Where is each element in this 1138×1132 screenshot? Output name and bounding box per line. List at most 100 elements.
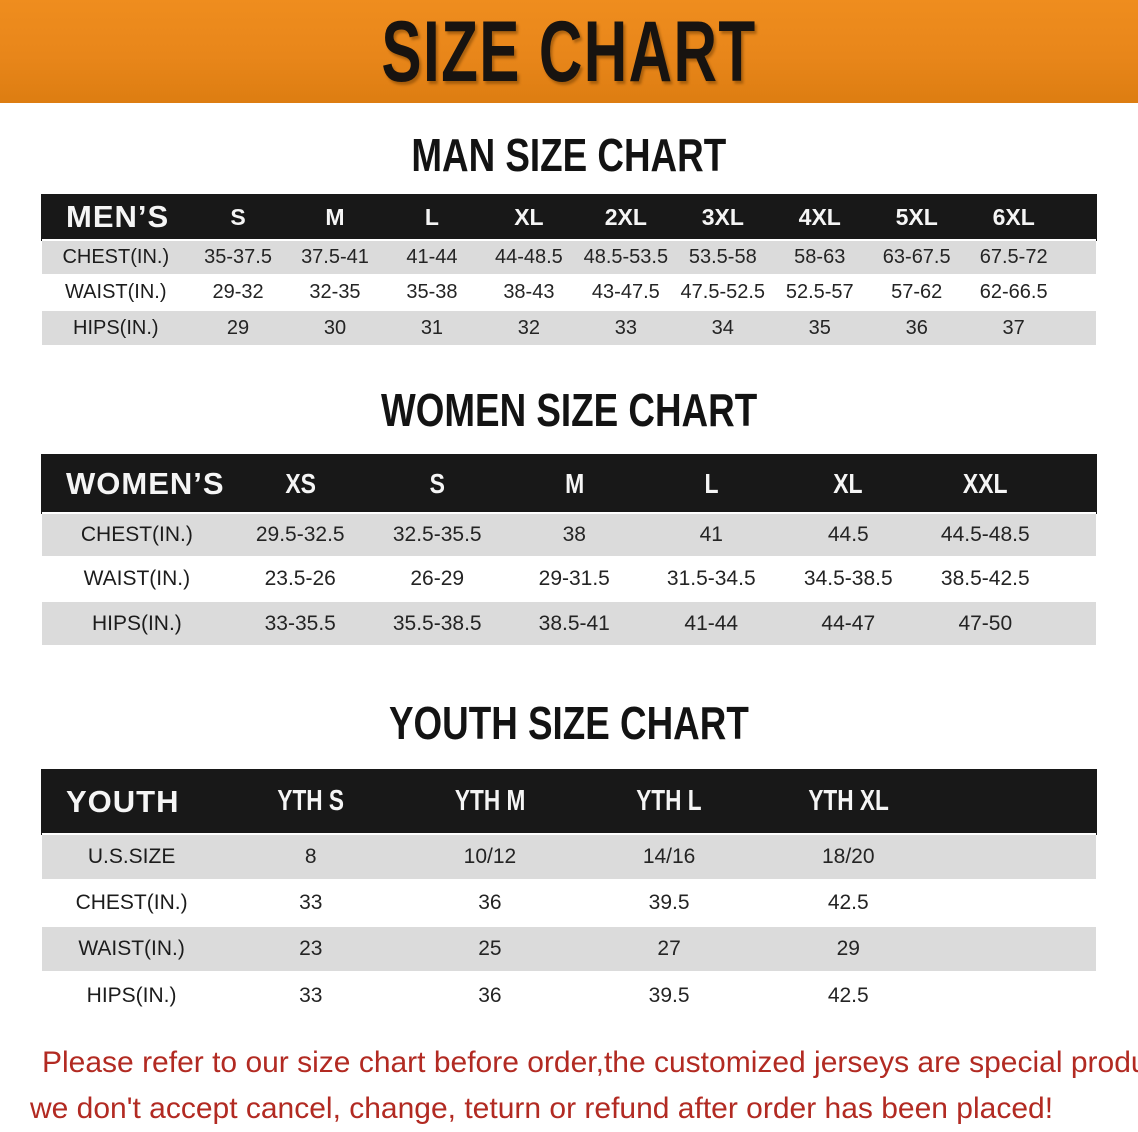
- size-value: 36: [478, 983, 502, 1007]
- men-section-heading: MAN SIZE CHART: [0, 125, 1138, 185]
- measurement-row: U.S.SIZE 8 10/12 14/16 18/20: [42, 834, 1096, 880]
- size-value: 57-62: [891, 281, 943, 303]
- size-value: 53.5-58: [688, 246, 757, 268]
- size-value: 63-67.5: [882, 246, 951, 268]
- size-value: 31.5-34.5: [666, 567, 756, 590]
- size-value: 29: [226, 316, 250, 339]
- size-column-header: L: [704, 467, 719, 499]
- size-value: 35-38: [406, 281, 458, 303]
- size-value: 25: [478, 937, 502, 960]
- size-value: 44-48.5: [494, 246, 563, 268]
- size-value: 52.5-57: [785, 281, 854, 303]
- women-size-table: WOMEN’S XS S M L XL XXL CHEST(IN.) 29.5-32.5 32.…: [42, 455, 1096, 645]
- size-value: 23.5-26: [264, 567, 336, 590]
- measurement-row: WAIST(IN.) 29-32 32-35 35-38 38-43 43-47.5 47.…: [42, 275, 1096, 310]
- notice-line-2: we don't accept cancel, change, teturn o…: [30, 1092, 1054, 1125]
- row-spacer: [1062, 275, 1096, 310]
- size-column-header: 2XL: [604, 203, 647, 230]
- size-value: 62-66.5: [979, 281, 1048, 303]
- header-spacer: [1062, 195, 1096, 240]
- size-value: 42.5: [827, 891, 869, 914]
- youth-size-table: YOUTH YTH S YTH M YTH L YTH XL U.S.SIZE 8 10/1…: [42, 770, 1096, 1018]
- size-column-header: 3XL: [701, 203, 744, 230]
- size-column-header: S: [230, 203, 246, 230]
- size-value: 32-35: [309, 281, 361, 303]
- size-column-header: M: [564, 467, 584, 499]
- row-spacer: [1054, 557, 1096, 601]
- size-column-header: XS: [284, 467, 316, 499]
- size-value: 33-35.5: [264, 611, 336, 635]
- measurement-row: WAIST(IN.) 23 25 27 29: [42, 926, 1096, 972]
- banner: SIZE CHART: [0, 0, 1138, 103]
- row-label: U.S.SIZE: [87, 845, 176, 868]
- size-value: 43-47.5: [591, 281, 660, 303]
- men-size-table: MEN’S S M L XL 2XL 3XL 4XL 5XL 6XL CHEST(IN.) 35-3…: [42, 195, 1096, 345]
- size-column-header: 4XL: [798, 203, 841, 230]
- size-value: 33: [299, 983, 323, 1007]
- size-value: 38-43: [503, 281, 555, 303]
- row-label: HIPS(IN.): [86, 983, 177, 1007]
- measurement-row: HIPS(IN.) 33 36 39.5 42.5: [42, 972, 1096, 1018]
- men-table-header-row: MEN’S S M L XL 2XL 3XL 4XL 5XL 6XL: [42, 195, 1096, 240]
- size-column-header: YTH M: [454, 785, 526, 817]
- size-value: 34.5-38.5: [803, 567, 893, 590]
- size-value: 33: [614, 316, 637, 339]
- measurement-row: CHEST(IN.) 29.5-32.5 32.5-35.5 38 41 44.5 44.5…: [42, 513, 1096, 557]
- men-size-section: MAN SIZE CHART MEN’S S M L XL 2XL 3XL 4XL 5XL 6XL…: [0, 125, 1138, 345]
- size-value: 26-29: [410, 567, 465, 590]
- size-value: 36: [478, 891, 502, 914]
- table-corner-label: MEN’S: [66, 199, 170, 234]
- measurement-row: WAIST(IN.) 23.5-26 26-29 29-31.5 31.5-34.5 34…: [42, 557, 1096, 601]
- women-size-section: WOMEN SIZE CHART WOMEN’S XS S M L XL XXL CHEST…: [0, 380, 1138, 645]
- header-spacer: [1054, 455, 1096, 513]
- row-spacer: [938, 880, 1096, 926]
- size-value: 10/12: [463, 845, 517, 868]
- size-value: 39.5: [648, 983, 690, 1007]
- size-value: 44-47: [821, 611, 876, 635]
- size-value: 8: [304, 845, 317, 868]
- youth-size-section: YOUTH SIZE CHART YOUTH YTH S YTH M YTH L YTH…: [0, 693, 1138, 1018]
- row-spacer: [1062, 310, 1096, 345]
- women-section-heading: WOMEN SIZE CHART: [0, 380, 1138, 440]
- row-spacer: [1062, 240, 1096, 275]
- notice-line-1: Please refer to our size chart before or…: [42, 1046, 1138, 1079]
- size-column-header: XL: [833, 467, 863, 499]
- women-section-heading-text: WOMEN SIZE CHART: [380, 384, 758, 436]
- size-value: 27: [657, 937, 681, 960]
- size-value: 23: [299, 937, 323, 960]
- size-value: 30: [323, 316, 347, 339]
- size-value: 31: [420, 316, 444, 339]
- size-value: 14/16: [642, 845, 696, 868]
- size-column-header: S: [429, 467, 445, 499]
- youth-section-heading: YOUTH SIZE CHART: [0, 693, 1138, 753]
- size-value: 38.5-42.5: [940, 567, 1030, 590]
- size-column-header: YTH L: [636, 785, 702, 817]
- row-spacer: [938, 834, 1096, 880]
- size-value: 34: [711, 316, 734, 339]
- size-value: 48.5-53.5: [583, 246, 669, 268]
- size-value: 32: [517, 316, 541, 339]
- row-label: WAIST(IN.): [65, 281, 167, 303]
- row-spacer: [938, 972, 1096, 1018]
- row-label: HIPS(IN.): [91, 611, 182, 635]
- size-column-header: XXL: [962, 467, 1008, 499]
- size-value: 38: [562, 523, 586, 546]
- size-value: 37.5-41: [301, 246, 369, 268]
- size-column-header: 5XL: [895, 203, 938, 230]
- women-table-header-row: WOMEN’S XS S M L XL XXL: [42, 455, 1096, 513]
- size-value: 35: [808, 316, 831, 339]
- youth-section-heading-text: YOUTH SIZE CHART: [389, 697, 749, 749]
- row-spacer: [1054, 601, 1096, 645]
- size-value: 37: [1002, 316, 1025, 339]
- size-value: 29-32: [212, 281, 264, 303]
- header-spacer: [938, 770, 1096, 834]
- size-value: 39.5: [648, 891, 690, 914]
- size-column-header: XL: [514, 203, 544, 230]
- size-value: 67.5-72: [979, 246, 1048, 268]
- size-value: 41-44: [684, 611, 739, 635]
- row-spacer: [938, 926, 1096, 972]
- order-notice: Please refer to our size chart before or…: [30, 1040, 1138, 1132]
- table-corner-label: WOMEN’S: [66, 465, 225, 501]
- youth-table-header-row: YOUTH YTH S YTH M YTH L YTH XL: [42, 770, 1096, 834]
